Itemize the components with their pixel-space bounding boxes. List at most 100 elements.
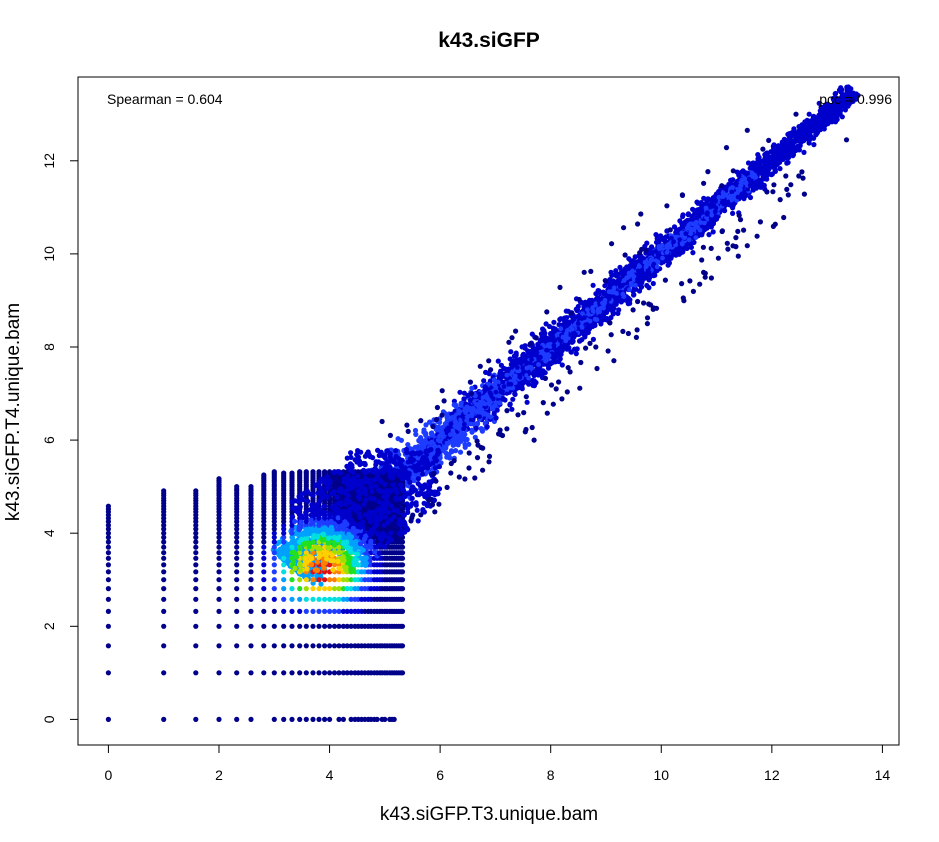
data-point bbox=[671, 224, 678, 230]
data-point bbox=[690, 250, 696, 256]
data-point bbox=[462, 441, 468, 448]
points-layer bbox=[105, 84, 861, 723]
data-point bbox=[771, 145, 777, 151]
data-point bbox=[627, 263, 633, 269]
data-point bbox=[805, 136, 811, 142]
data-point bbox=[469, 385, 475, 391]
data-point bbox=[508, 349, 514, 355]
data-point bbox=[756, 159, 762, 165]
data-point bbox=[832, 110, 838, 116]
data-point bbox=[653, 232, 659, 238]
data-point bbox=[564, 315, 570, 321]
data-point bbox=[619, 269, 625, 275]
data-point bbox=[750, 160, 756, 166]
data-point bbox=[530, 382, 536, 388]
data-point bbox=[701, 195, 707, 201]
data-point bbox=[747, 194, 754, 201]
data-point bbox=[790, 151, 797, 158]
data-point bbox=[650, 280, 656, 287]
data-point bbox=[553, 354, 559, 360]
data-point bbox=[491, 410, 497, 416]
data-point bbox=[811, 142, 817, 148]
data-point bbox=[805, 129, 811, 135]
data-point bbox=[730, 210, 736, 216]
data-point bbox=[694, 199, 700, 205]
data-point bbox=[616, 307, 622, 313]
data-point bbox=[519, 344, 525, 350]
data-point bbox=[549, 360, 555, 366]
data-point bbox=[461, 396, 467, 402]
data-point bbox=[806, 111, 812, 117]
data-point bbox=[763, 161, 769, 167]
data-point bbox=[482, 384, 488, 390]
data-point bbox=[532, 370, 538, 376]
data-point bbox=[509, 406, 515, 412]
data-point bbox=[558, 326, 564, 332]
data-point bbox=[797, 137, 804, 143]
data-point bbox=[625, 295, 631, 301]
data-point bbox=[493, 415, 499, 421]
data-point bbox=[590, 336, 597, 342]
data-point bbox=[584, 325, 591, 331]
data-point bbox=[707, 220, 714, 226]
data-point bbox=[692, 208, 698, 214]
data-point bbox=[648, 249, 653, 255]
data-point bbox=[820, 122, 826, 128]
data-point bbox=[405, 442, 411, 448]
data-point bbox=[507, 356, 513, 362]
data-point bbox=[697, 206, 703, 212]
data-point bbox=[577, 338, 583, 344]
data-point bbox=[581, 331, 587, 338]
data-point bbox=[513, 350, 519, 356]
data-point bbox=[542, 370, 548, 376]
data-point bbox=[778, 155, 784, 162]
data-point bbox=[729, 203, 735, 209]
data-point bbox=[631, 292, 637, 298]
data-point bbox=[678, 250, 684, 256]
data-point bbox=[638, 284, 645, 290]
data-point bbox=[666, 260, 673, 266]
data-point bbox=[788, 138, 794, 144]
data-point bbox=[767, 155, 774, 161]
data-point bbox=[608, 269, 614, 275]
data-point bbox=[457, 389, 463, 395]
data-point bbox=[784, 155, 790, 161]
data-point bbox=[593, 291, 599, 297]
data-point bbox=[483, 369, 489, 375]
data-point bbox=[481, 378, 487, 384]
data-point bbox=[685, 212, 691, 218]
data-point bbox=[602, 283, 608, 289]
data-point bbox=[429, 439, 434, 445]
data-point bbox=[461, 390, 467, 396]
data-point bbox=[510, 396, 516, 402]
data-point bbox=[618, 298, 624, 304]
data-point bbox=[758, 166, 764, 172]
data-point bbox=[479, 428, 485, 434]
data-point bbox=[646, 275, 653, 281]
data-point bbox=[451, 402, 457, 408]
data-point bbox=[537, 370, 543, 376]
data-point bbox=[590, 323, 596, 330]
data-point bbox=[423, 430, 429, 436]
data-point bbox=[818, 110, 824, 116]
data-point bbox=[575, 303, 581, 310]
data-point bbox=[799, 126, 805, 132]
data-point bbox=[559, 362, 565, 368]
data-point bbox=[515, 385, 521, 391]
data-point bbox=[568, 349, 574, 355]
data-point bbox=[590, 282, 596, 288]
data-point bbox=[395, 436, 401, 442]
data-point bbox=[680, 212, 686, 218]
data-point bbox=[557, 356, 563, 362]
data-point bbox=[497, 400, 503, 406]
data-point bbox=[595, 295, 601, 301]
data-point bbox=[498, 362, 504, 368]
data-point bbox=[551, 319, 557, 325]
data-point bbox=[598, 318, 604, 324]
data-point bbox=[811, 127, 818, 134]
data-point bbox=[427, 419, 433, 425]
data-point bbox=[528, 351, 534, 357]
data-point bbox=[801, 149, 807, 155]
data-point bbox=[484, 424, 490, 430]
